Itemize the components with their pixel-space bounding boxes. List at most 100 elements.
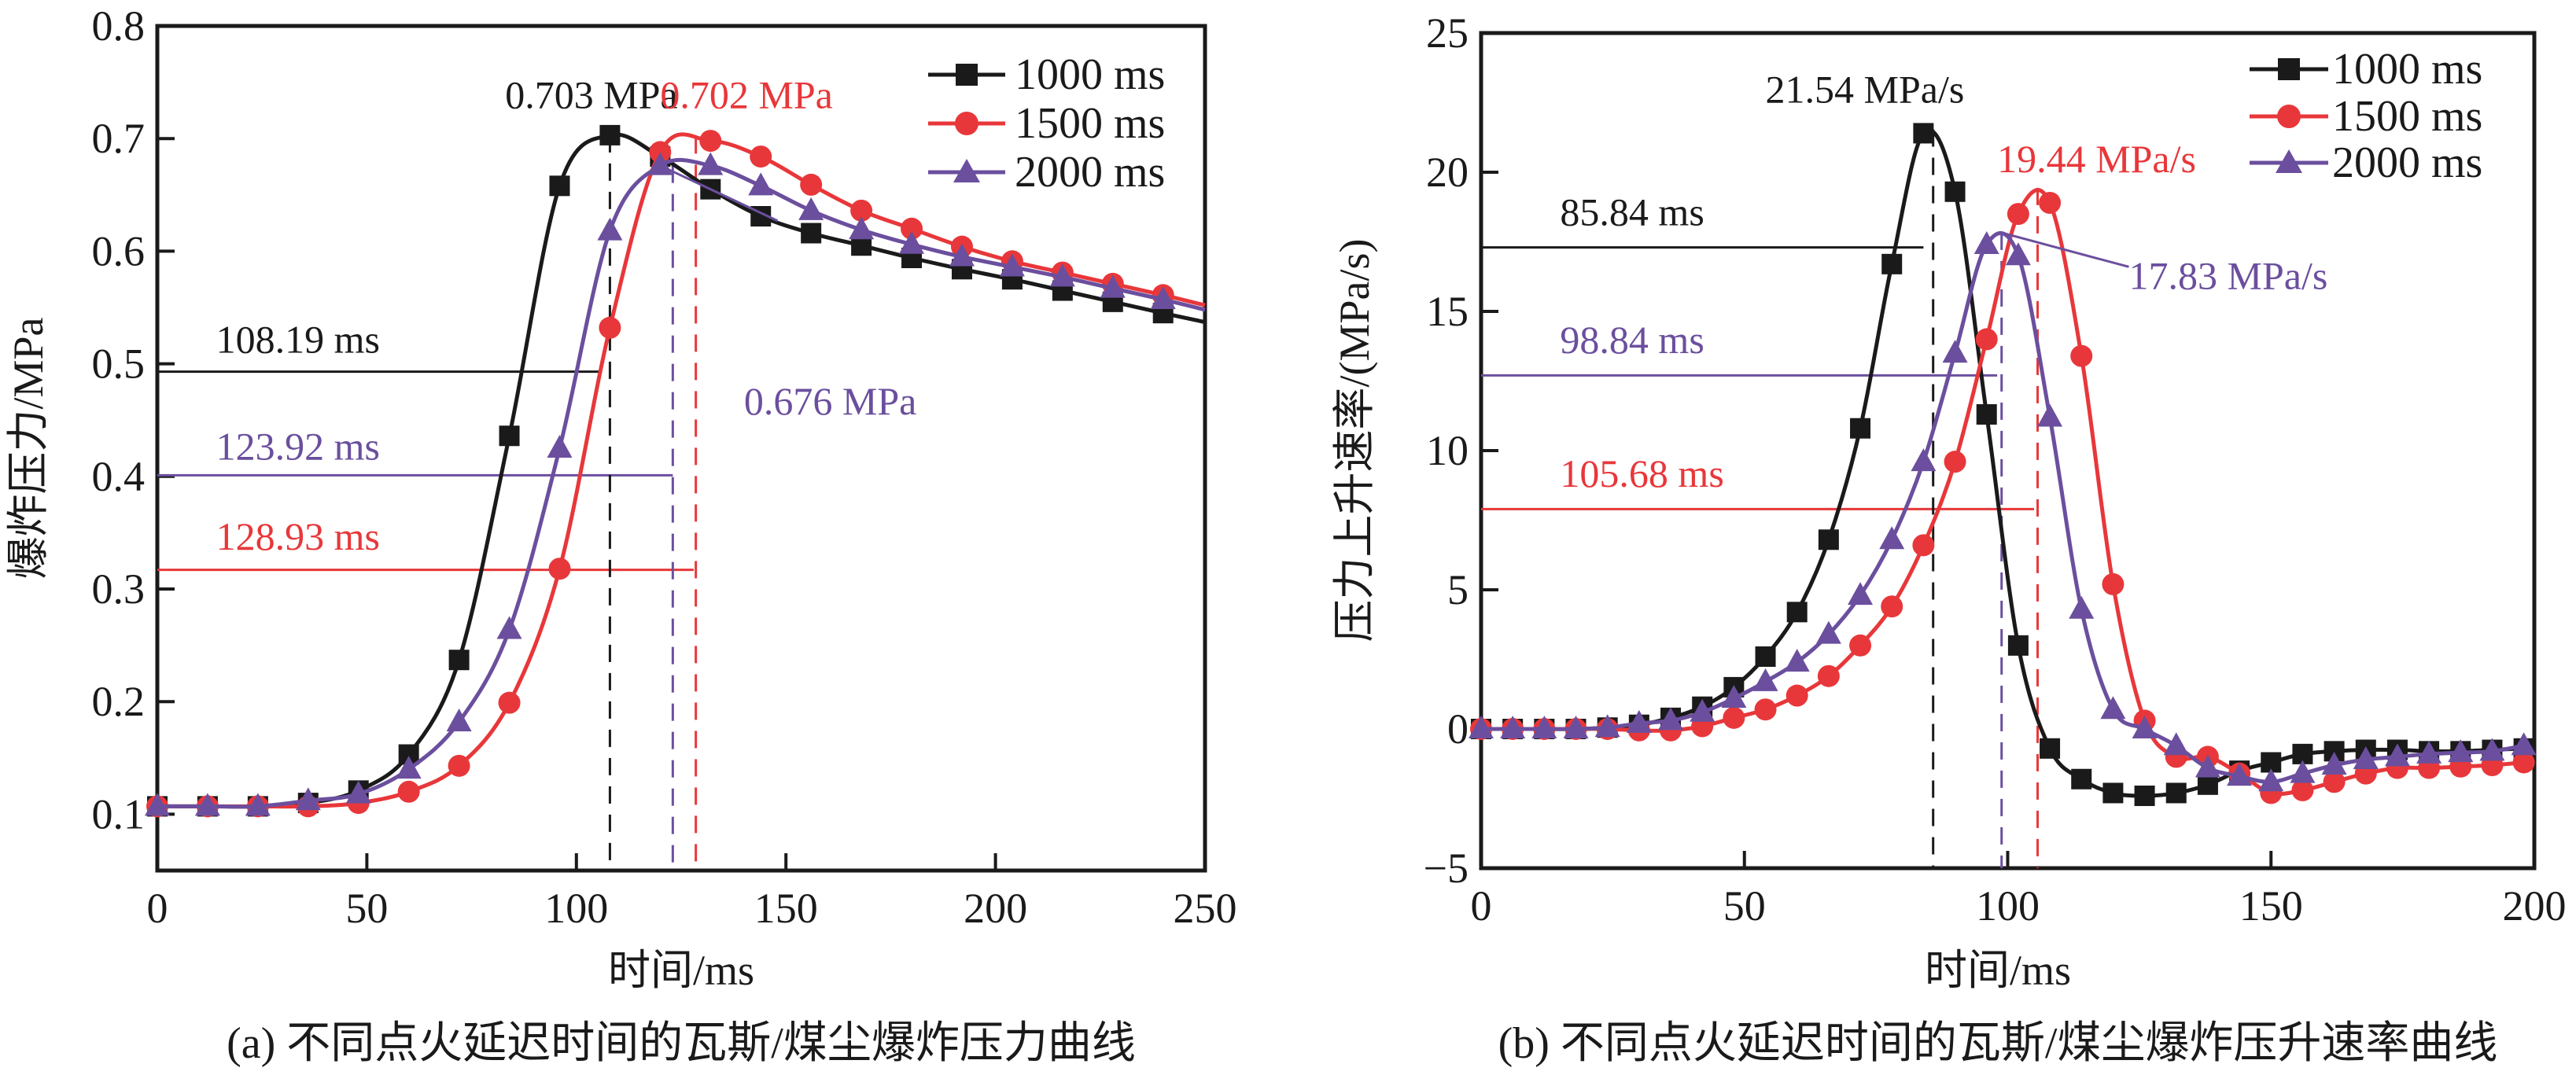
data-point-triangle xyxy=(345,780,371,804)
panel-a-xlabel: 时间/ms xyxy=(608,947,754,994)
annotation-label: 21.54 MPa/s xyxy=(1766,68,1965,112)
data-point-triangle xyxy=(2258,768,2284,792)
y-tick-label: 25 xyxy=(1426,9,1469,57)
annotation-label: 128.93 ms xyxy=(216,514,380,558)
x-tick-label: 250 xyxy=(1174,885,1237,932)
legend-label: 1000 ms xyxy=(2332,45,2482,94)
data-point-circle xyxy=(1786,684,1808,707)
data-point-triangle xyxy=(2100,696,2126,720)
annotation-label: 85.84 ms xyxy=(1560,190,1704,234)
data-point-triangle xyxy=(1658,707,1684,731)
y-tick-label: 0.6 xyxy=(92,227,146,274)
data-point-square xyxy=(1786,602,1808,623)
legend-item-1500ms: 1500 ms xyxy=(928,99,1165,148)
data-point-triangle xyxy=(1690,698,1715,722)
series-1000ms xyxy=(147,124,1206,817)
x-tick-label: 100 xyxy=(1976,882,2040,930)
y-tick-label: 20 xyxy=(1426,149,1469,196)
annotation-label: 105.68 ms xyxy=(1560,451,1723,495)
data-point-triangle xyxy=(1594,714,1620,738)
legend-label: 1500 ms xyxy=(2332,92,2482,141)
legend-triangle-marker-icon xyxy=(2276,149,2302,173)
annotation-label: 123.92 ms xyxy=(216,424,380,468)
legend-square-marker-icon xyxy=(956,64,978,86)
data-point-circle xyxy=(448,754,470,777)
panel-a-ylabel: 爆炸压力/MPa xyxy=(5,317,52,579)
y-tick-label: 10 xyxy=(1426,427,1469,474)
data-point-triangle xyxy=(2195,754,2220,778)
data-point-triangle xyxy=(2163,732,2189,756)
x-tick-label: 0 xyxy=(147,885,168,932)
legend-label: 1500 ms xyxy=(1015,99,1165,148)
data-point-square xyxy=(801,223,822,244)
data-point-triangle xyxy=(1784,649,1810,672)
data-point-triangle xyxy=(2448,739,2474,763)
data-point-square xyxy=(549,175,570,197)
data-point-circle xyxy=(2102,572,2125,595)
data-point-square xyxy=(1913,123,1934,144)
annotation-label: 0.703 MPa xyxy=(505,73,677,117)
annotation-label: 19.44 MPa/s xyxy=(1997,137,2196,181)
data-point-square xyxy=(2040,738,2061,759)
data-point-circle xyxy=(2512,751,2535,774)
annotation-label: 0.702 MPa xyxy=(660,73,832,117)
data-point-circle xyxy=(901,217,923,240)
y-tick-label: 5 xyxy=(1447,566,1469,613)
data-point-circle xyxy=(649,141,672,164)
x-tick-label: 50 xyxy=(345,885,388,932)
data-point-circle xyxy=(2007,203,2029,226)
data-point-circle xyxy=(1754,698,1777,721)
data-point-triangle xyxy=(245,793,271,816)
y-tick-label: 0.3 xyxy=(92,565,146,613)
data-point-circle xyxy=(1912,534,1935,557)
data-point-triangle xyxy=(1500,716,1526,738)
data-point-triangle xyxy=(2321,752,2347,775)
data-point-triangle xyxy=(396,756,422,779)
x-tick-label: 100 xyxy=(544,885,608,932)
y-tick-label: 0.2 xyxy=(92,678,146,725)
series-1500ms xyxy=(146,130,1206,818)
data-point-square xyxy=(2102,782,2124,804)
panel-a-legend: 1000 ms 1500 ms 2000 ms xyxy=(928,50,1165,197)
data-point-triangle xyxy=(899,230,925,254)
data-point-triangle xyxy=(1815,620,1841,644)
panel-b-ylabel: 压力上升速率/(MPa/s) xyxy=(1331,239,1378,642)
data-point-triangle xyxy=(145,793,170,816)
data-point-square xyxy=(2165,782,2187,804)
data-point-square xyxy=(1818,529,1839,550)
y-tick-label: −5 xyxy=(1424,845,1469,892)
data-point-triangle xyxy=(2479,738,2505,761)
data-point-circle xyxy=(750,145,772,168)
data-point-circle xyxy=(2291,779,2314,801)
data-point-triangle xyxy=(1563,716,1589,738)
data-point-circle xyxy=(2323,771,2346,793)
annotation-label: 0.676 MPa xyxy=(744,379,916,423)
data-point-triangle xyxy=(1049,263,1075,287)
data-point-circle xyxy=(498,691,521,714)
data-point-circle xyxy=(1944,451,1966,473)
data-point-triangle xyxy=(748,172,774,196)
annotation-label: 108.19 ms xyxy=(216,317,380,361)
legend-item-2000ms: 2000 ms xyxy=(928,148,1165,197)
data-point-triangle xyxy=(2353,746,2379,769)
data-point-triangle xyxy=(1942,340,1968,363)
data-point-triangle xyxy=(1848,582,1874,606)
data-point-square xyxy=(1881,253,1903,274)
data-point-triangle xyxy=(1879,526,1905,550)
data-point-triangle xyxy=(1721,685,1747,709)
series-2000ms xyxy=(145,152,1206,816)
data-point-circle xyxy=(2070,344,2093,367)
data-point-triangle xyxy=(2132,716,2158,738)
data-point-triangle xyxy=(2511,732,2537,756)
legend-item-1500ms: 1500 ms xyxy=(2250,92,2482,141)
data-point-circle xyxy=(1975,328,1998,351)
legend-square-marker-icon xyxy=(2278,58,2300,80)
data-point-circle xyxy=(1881,595,1903,618)
panel-b-rate-chart: 压力上升速率/(MPa/s) 时间/ms (b) 不同点火延迟时间的瓦斯/煤尘爆… xyxy=(1331,9,2567,1068)
x-tick-label: 0 xyxy=(1471,882,1492,930)
data-point-triangle xyxy=(2290,760,2316,783)
data-point-square xyxy=(448,650,470,671)
panel-a-caption: (a) 不同点火延迟时间的瓦斯/煤尘爆炸压力曲线 xyxy=(227,1019,1136,1068)
